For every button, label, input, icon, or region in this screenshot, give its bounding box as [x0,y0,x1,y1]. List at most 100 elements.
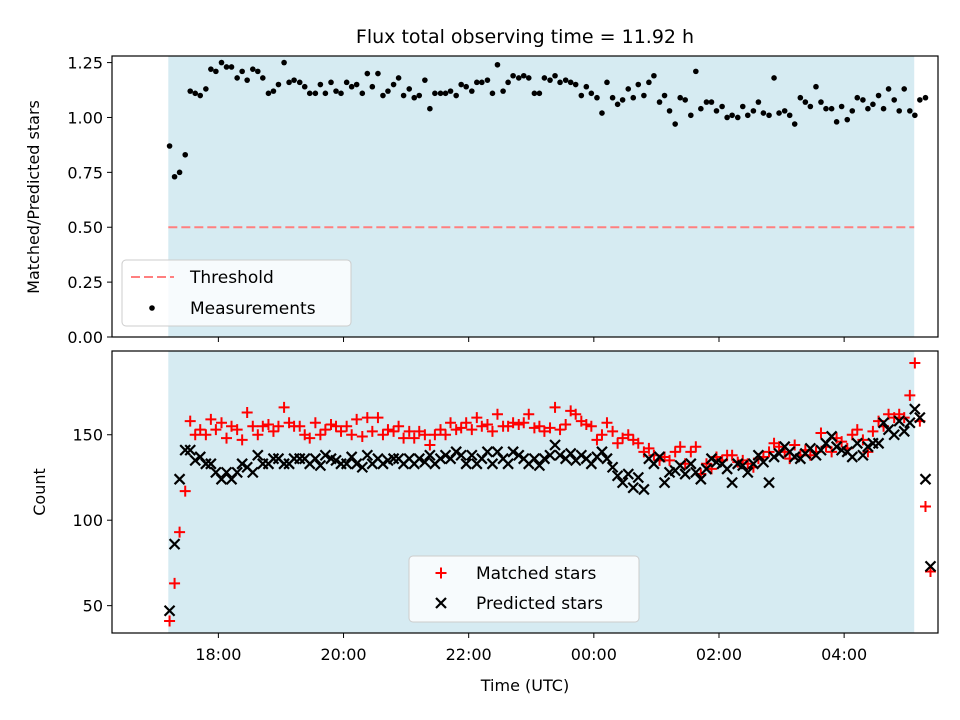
measurement-point [458,81,464,88]
measurement-point [353,81,360,88]
measurement-point [390,81,397,88]
measurement-point [192,90,199,97]
measurement-point [281,59,287,66]
predicted-star-point [554,449,566,462]
matched-star-point [773,441,785,453]
matched-star-point [184,415,196,427]
matched-star-point [518,417,530,429]
predicted-star-point [267,452,280,465]
predicted-star-point [350,458,363,470]
matched-star-point [612,437,624,449]
matched-star-point [898,412,910,424]
top-y-tick-label: 1.25 [67,54,103,73]
measurement-point [385,88,391,94]
measurement-point [885,86,892,92]
predicted-star-point [439,449,452,462]
matched-star-point [226,420,238,432]
measurement-point [807,103,814,110]
matched-star-point [455,422,467,434]
matched-star-point [205,413,217,425]
matched-star-point [382,424,394,436]
measurement-point [802,99,809,105]
matched-star-point [763,446,775,458]
measurement-point [249,66,256,72]
measurement-point [223,64,230,70]
matched-star-point [826,446,838,458]
predicted-star-point [596,446,608,458]
predicted-star-point [616,476,629,489]
measurement-point [786,112,793,119]
predicted-star-point [544,449,556,462]
measurement-point [479,79,485,86]
predicted-star-point [862,440,874,453]
measurement-point [672,121,678,127]
measurement-point [922,94,929,101]
predicted-star-point [220,466,233,479]
measurement-point [844,116,851,123]
measurement-point [750,108,757,114]
predicted-star-point [846,451,859,463]
matched-star-point [388,425,400,437]
measurement-point [666,108,673,114]
matched-star-point [560,418,572,430]
measurement-point [635,81,642,88]
bottom-y-tick-label: 100 [72,511,103,530]
matched-star-point [523,408,535,420]
measurement-point [625,86,632,92]
top-y-axis-label: Matched/Predicted stars [24,100,43,294]
predicted-star-point [857,449,869,462]
bottom-x-tick-label: 20:00 [320,645,366,664]
matched-star-point [247,420,259,432]
measurement-point [682,97,688,103]
predicted-star-point [914,411,926,424]
measurement-point [572,81,579,88]
measurement-point [400,92,407,99]
matched-star-point [450,424,462,436]
measurement-point [380,92,386,99]
predicted-star-point [314,459,327,472]
measurement-point [609,94,616,101]
measurement-point [744,112,751,119]
matched-star-point [294,420,306,432]
matched-star-point [867,425,879,437]
measurement-point [343,79,350,86]
top-legend-box [121,259,352,327]
measurement-point [896,108,903,114]
matched-star-point [919,501,931,513]
matched-star-point [377,429,389,441]
predicted-star-point [893,415,905,427]
predicted-star-point [450,446,462,458]
predicted-star-point [481,446,494,458]
measurement-point [547,77,553,83]
predicted-star-point [528,452,541,465]
predicted-star-point [830,440,843,453]
predicted-star-point [434,452,447,465]
predicted-star-point [460,458,472,470]
matched-star-point [690,441,702,453]
matched-star-point [466,424,478,436]
measurement-point [594,94,600,101]
matched-star-point [476,420,488,432]
bottom-panel: 50 100 150 18:00 20:00 22:00 00:00 02:00 04:00 Ma… [72,350,939,664]
predicted-star-point [236,458,248,470]
predicted-star-point [278,458,290,470]
measurements-legend-swatch [149,305,155,311]
measurement-point [661,92,668,99]
measurement-point [646,79,652,86]
measurement-point [312,90,319,97]
measurement-point [489,90,496,97]
measurement-point [422,77,428,83]
matched-star-point [252,429,264,441]
measurement-point [447,88,454,94]
matched-star-point [341,420,353,432]
measurement-point [395,75,402,81]
matched-star-point [460,417,472,429]
matched-star-point [674,441,686,453]
measurement-point [828,105,835,112]
measurement-point [698,105,704,112]
matched-star-point [174,526,186,538]
matched-star-point [528,422,540,434]
measurement-point [437,90,444,97]
measurement-point [328,79,334,86]
predicted-star-point [685,458,697,470]
